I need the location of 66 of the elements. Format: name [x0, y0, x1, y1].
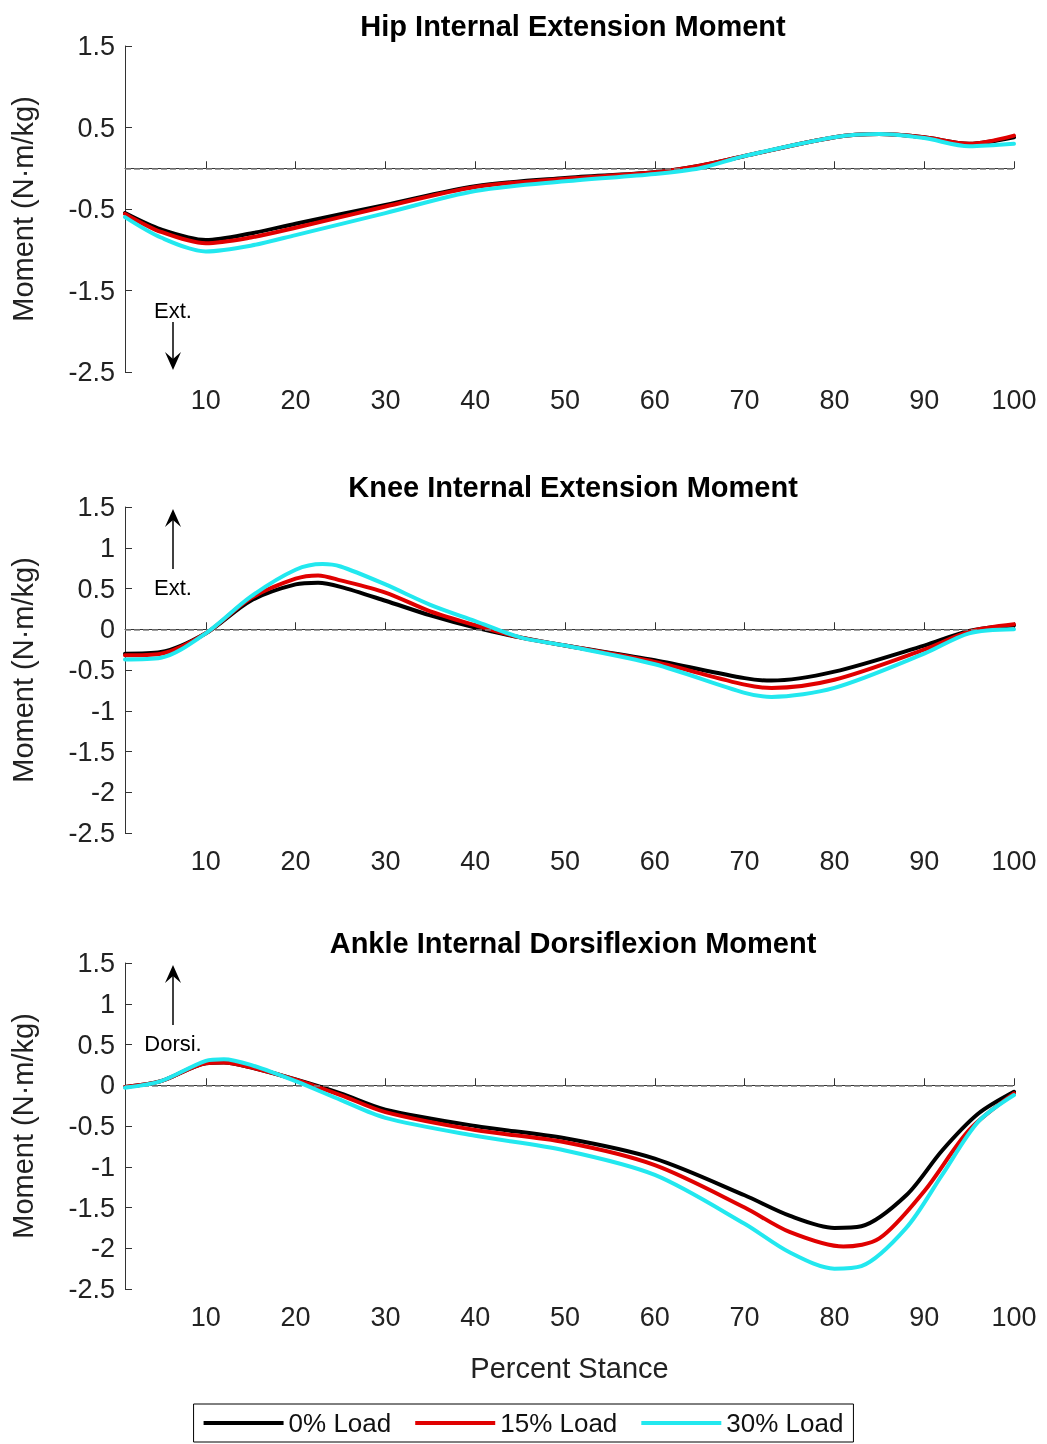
x-tick-label: 70 [729, 845, 760, 876]
x-tick-label: 60 [639, 1301, 670, 1332]
x-tick-label: 90 [909, 845, 940, 876]
x-tick-label: 90 [909, 384, 940, 415]
x-axis-title: Percent Stance [470, 1351, 669, 1384]
x-tick-label: 60 [639, 384, 670, 415]
x-tick-label: 60 [639, 845, 670, 876]
x-tick-label: 10 [190, 845, 221, 876]
y-tick-label: -1.5 [68, 1192, 115, 1223]
y-tick-label: 0.5 [77, 112, 115, 143]
x-tick-label: 50 [549, 845, 581, 876]
chart-title: Hip Internal Extension Moment [360, 9, 787, 42]
y-tick-label: -0.5 [68, 655, 115, 685]
y-tick-label: -2.5 [68, 818, 115, 848]
y-tick-label: -1 [90, 695, 115, 726]
x-tick-label: 20 [280, 1301, 311, 1332]
y-tick-label: -0.5 [68, 194, 115, 224]
x-tick-label: 30 [370, 845, 401, 876]
chart-title: Knee Internal Extension Moment [348, 470, 799, 503]
x-tick-label: 70 [729, 384, 760, 415]
y-tick-label: -0.5 [68, 1111, 115, 1141]
y-axis-title: Moment (N·m/kg) [6, 96, 39, 322]
x-tick-label: 80 [819, 384, 850, 415]
y-tick-label: -2.5 [68, 1274, 115, 1304]
legend-label: 30% Load [726, 1408, 844, 1438]
chart-title: Ankle Internal Dorsiflexion Moment [329, 926, 817, 959]
legend-label: 15% Load [500, 1408, 618, 1438]
y-tick-label: 0.5 [77, 573, 115, 604]
x-tick-label: 50 [549, 384, 581, 415]
x-tick-label: 80 [819, 845, 850, 876]
y-tick-label: -2.5 [68, 357, 115, 387]
y-tick-label: -1.5 [68, 275, 115, 306]
y-tick-label: 0.5 [77, 1029, 115, 1060]
y-tick-label: 1.5 [77, 492, 115, 522]
x-tick-label: 30 [370, 1301, 401, 1332]
x-tick-label: 100 [991, 845, 1037, 876]
legend-label: 0% Load [288, 1408, 392, 1438]
x-tick-label: 100 [991, 384, 1037, 415]
x-tick-label: 70 [729, 1301, 760, 1332]
x-tick-label: 30 [370, 384, 401, 415]
y-tick-label: -1.5 [68, 736, 115, 767]
y-tick-label: 0 [99, 614, 115, 645]
x-tick-label: 10 [190, 1301, 221, 1332]
x-tick-label: 10 [190, 384, 221, 415]
annotation: Dorsi. [144, 1030, 202, 1056]
x-tick-label: 20 [280, 384, 311, 415]
y-tick-label: 1.5 [77, 31, 115, 61]
x-tick-label: 20 [280, 845, 311, 876]
y-tick-label: 1 [99, 988, 115, 1019]
x-tick-label: 50 [549, 1301, 581, 1332]
y-axis-title: Moment (N·m/kg) [6, 1013, 39, 1239]
x-tick-label: 90 [909, 1301, 940, 1332]
x-tick-label: 40 [460, 384, 491, 415]
annotation: Ext. [154, 297, 192, 323]
y-tick-label: 0 [99, 1070, 115, 1101]
y-tick-label: -2 [90, 1233, 115, 1264]
x-tick-label: 100 [991, 1301, 1037, 1332]
annotation: Ext. [154, 574, 192, 600]
y-tick-label: 1.5 [77, 948, 115, 978]
y-tick-label: 1 [99, 532, 115, 563]
x-tick-label: 40 [460, 845, 491, 876]
x-tick-label: 40 [460, 1301, 491, 1332]
x-tick-label: 80 [819, 1301, 850, 1332]
y-tick-label: -1 [90, 1151, 115, 1182]
y-tick-label: -2 [90, 777, 115, 808]
y-axis-title: Moment (N·m/kg) [6, 557, 39, 783]
